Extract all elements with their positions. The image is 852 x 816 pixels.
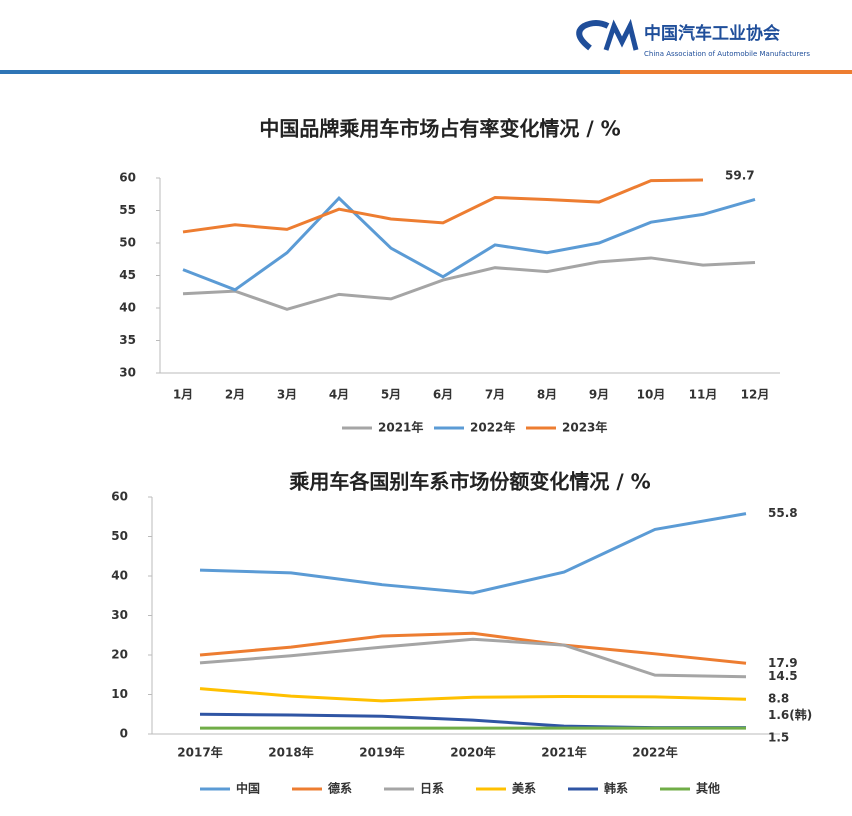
data-label: 59.7 (725, 168, 755, 182)
x-tick-label: 12月 (741, 388, 770, 402)
y-tick-label: 0 (120, 727, 128, 741)
y-tick-label: 10 (111, 687, 128, 701)
chart-title: 中国品牌乘用车市场占有率变化情况 / % (259, 117, 620, 141)
org-name-en: China Association of Automobile Manufact… (644, 50, 810, 58)
legend-label: 2021年 (378, 420, 423, 435)
data-label: 1.5 (768, 731, 789, 745)
y-tick-label: 30 (119, 366, 136, 380)
logo-mark (603, 18, 639, 51)
legend-label: 2023年 (562, 420, 607, 435)
x-tick-label: 2018年 (268, 745, 313, 760)
legend-label: 其他 (696, 781, 720, 796)
legend-label: 美系 (512, 781, 536, 796)
series-line (182, 256, 756, 311)
x-tick-label: 2月 (225, 388, 245, 402)
org-name: 中国汽车工业协会 (644, 23, 780, 44)
legend-label: 德系 (328, 781, 352, 796)
legend-label: 2022年 (470, 420, 515, 435)
x-tick-label: 1月 (173, 388, 193, 402)
logo (576, 18, 639, 51)
y-tick-label: 20 (111, 648, 128, 662)
series-line (182, 178, 704, 234)
y-tick-label: 30 (111, 608, 128, 622)
y-tick-label: 35 (119, 333, 136, 347)
x-tick-label: 6月 (433, 388, 453, 402)
data-label: 14.5 (768, 669, 798, 683)
series-line (199, 687, 747, 703)
logo-mark (576, 20, 610, 51)
data-label: 1.6(韩) (768, 707, 812, 722)
legend-label: 日系 (420, 781, 444, 796)
x-tick-label: 7月 (485, 388, 505, 402)
x-tick-label: 2019年 (359, 745, 404, 760)
y-tick-label: 60 (119, 171, 136, 185)
y-tick-label: 50 (119, 236, 136, 250)
y-tick-label: 60 (111, 490, 128, 504)
y-tick-label: 45 (119, 268, 136, 282)
x-tick-label: 9月 (589, 388, 609, 402)
legend-label: 中国 (236, 781, 260, 796)
x-tick-label: 11月 (689, 388, 718, 402)
y-tick-label: 40 (111, 569, 128, 583)
header-rule (0, 70, 852, 74)
data-label: 55.8 (768, 506, 798, 520)
chart-title: 乘用车各国别车系市场份额变化情况 / % (288, 470, 650, 494)
x-tick-label: 2020年 (450, 745, 495, 760)
x-tick-label: 2017年 (177, 745, 222, 760)
series-line (182, 196, 756, 292)
x-tick-label: 8月 (537, 388, 557, 402)
x-tick-label: 3月 (277, 388, 297, 402)
series-line (199, 631, 747, 665)
series-line (199, 637, 747, 679)
header-rule (620, 70, 852, 74)
y-tick-label: 55 (119, 203, 136, 217)
data-label: 17.9 (768, 656, 798, 670)
x-tick-label: 2021年 (541, 745, 586, 760)
y-tick-label: 50 (111, 529, 128, 543)
y-tick-label: 40 (119, 301, 136, 315)
x-tick-label: 4月 (329, 388, 349, 402)
series-line (199, 512, 747, 595)
legend-label: 韩系 (604, 781, 628, 796)
x-tick-label: 2022年 (632, 745, 677, 760)
x-tick-label: 5月 (381, 388, 401, 402)
data-label: 8.8 (768, 692, 789, 706)
x-tick-label: 10月 (637, 388, 666, 402)
series-line (199, 712, 746, 730)
